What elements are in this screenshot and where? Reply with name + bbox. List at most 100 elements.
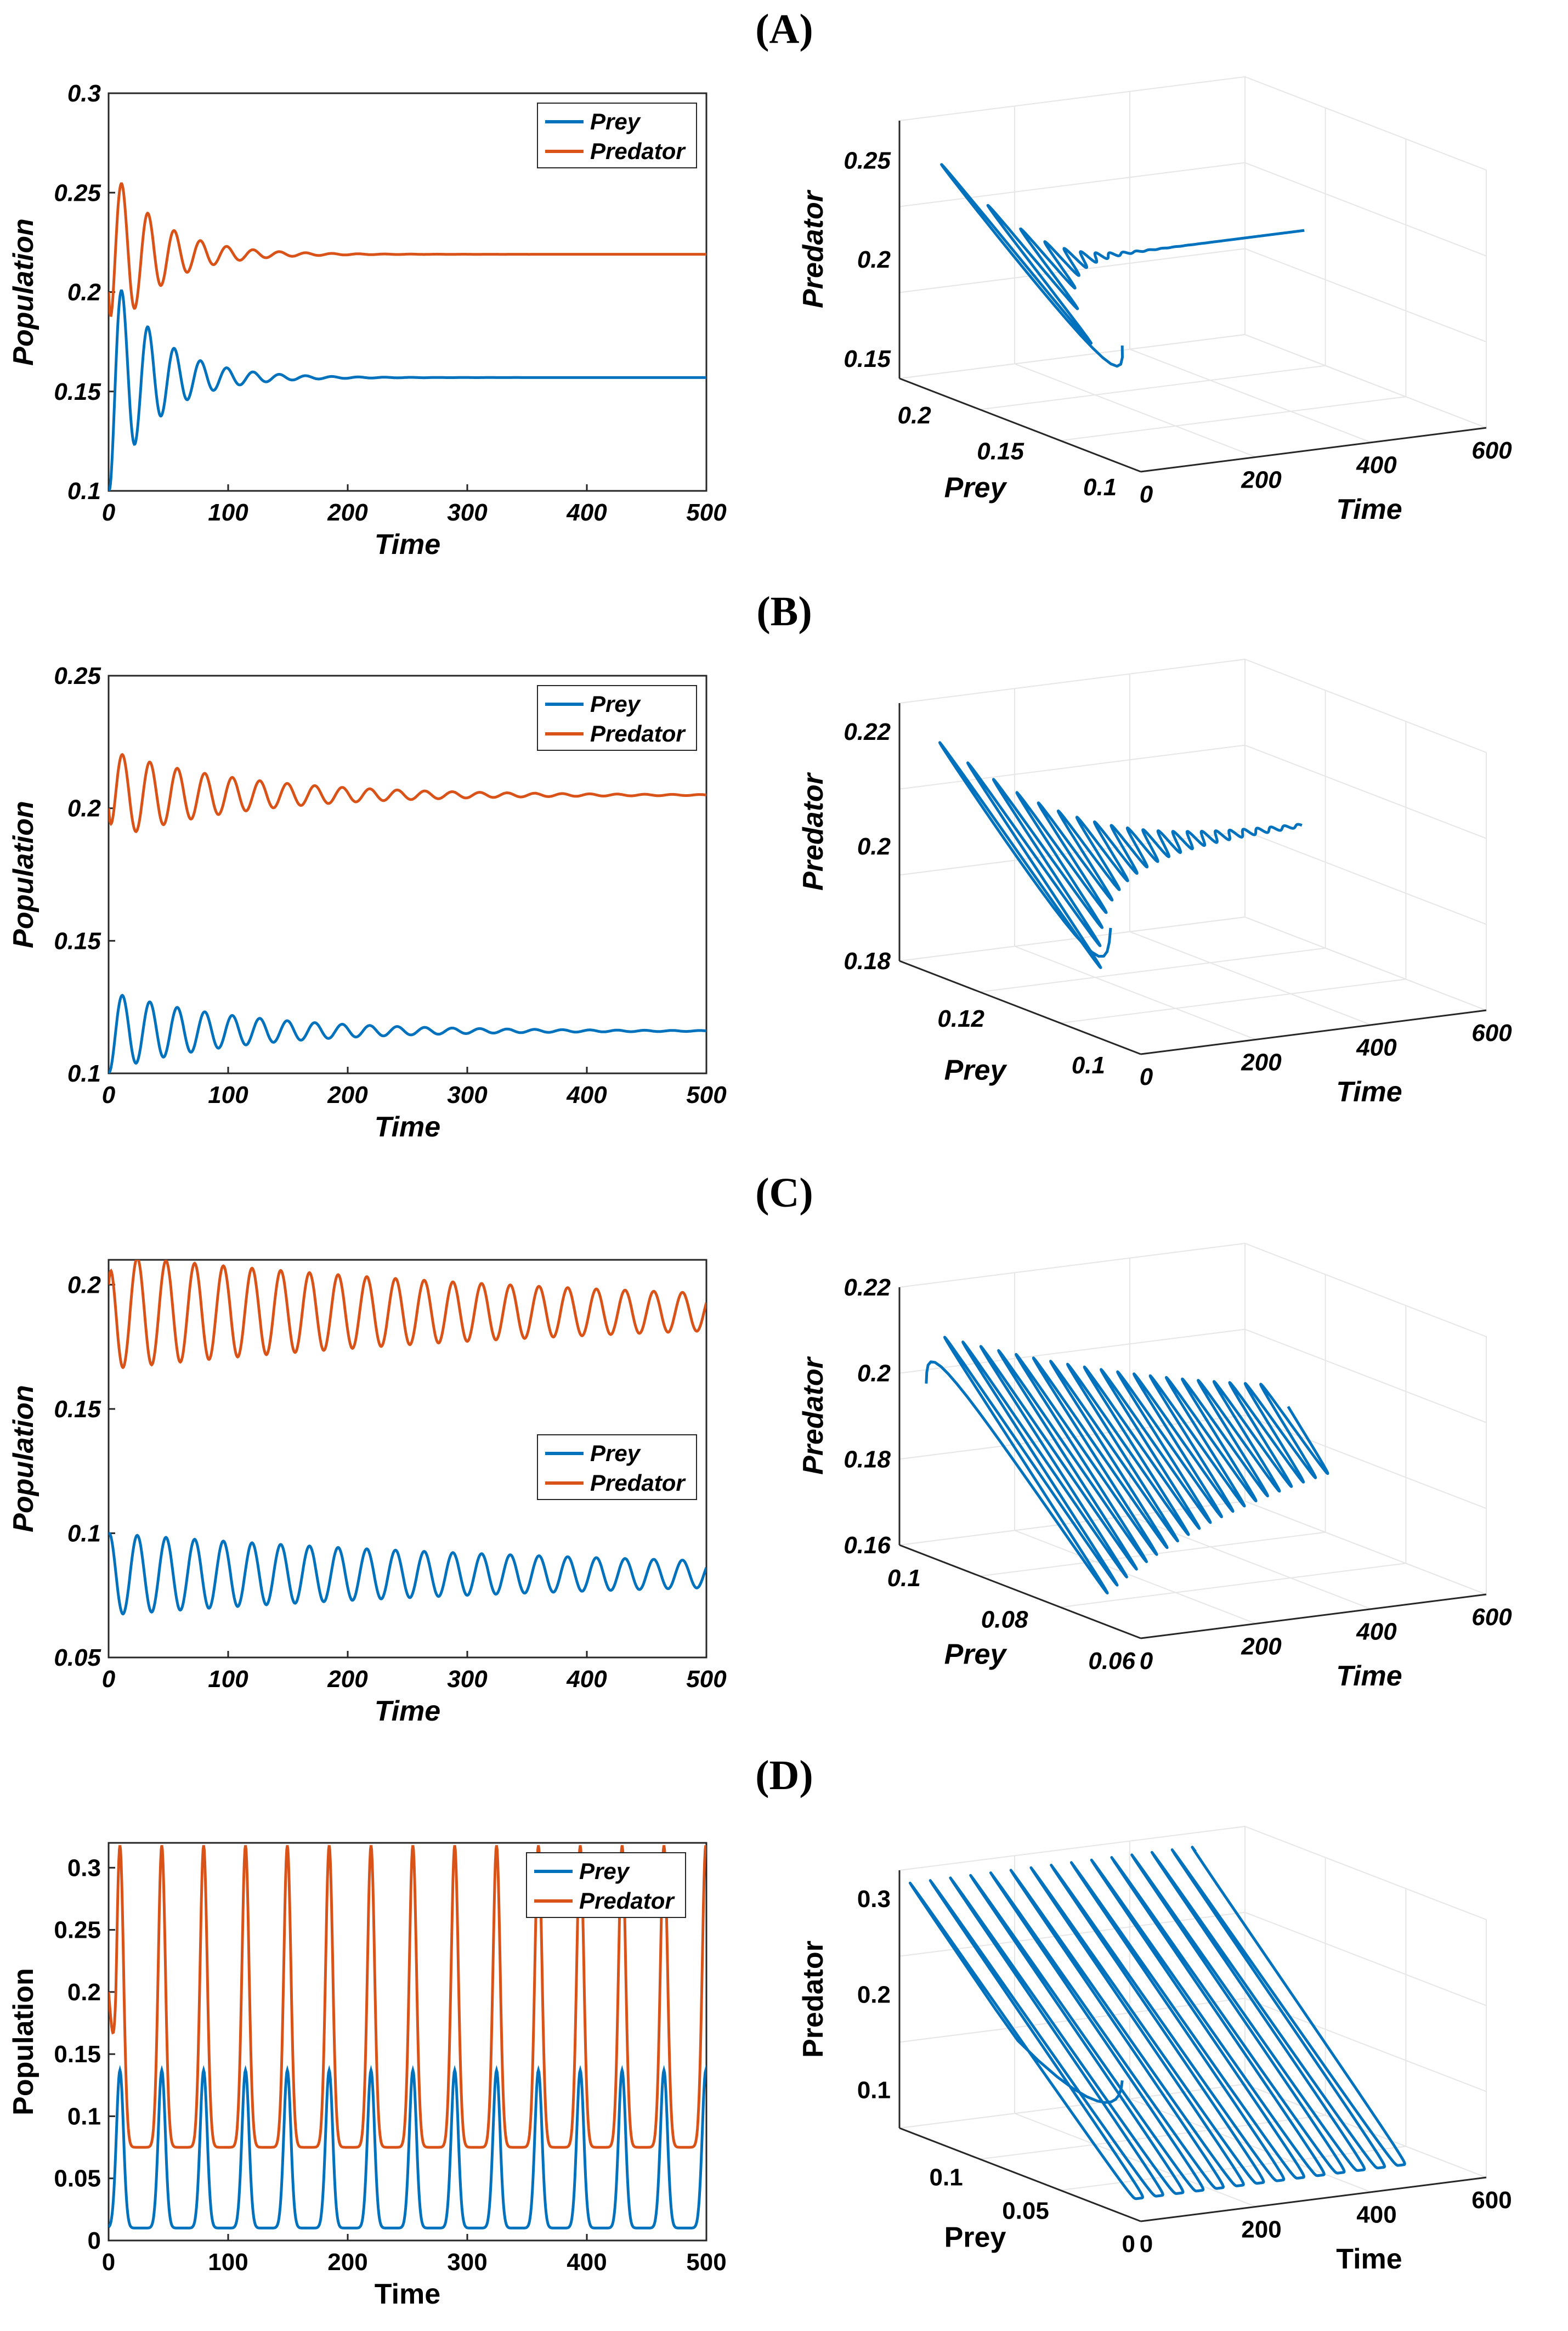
predator-tick-label: 0.1 bbox=[857, 2077, 891, 2103]
phase-plot-3d: 0 200 400 600 0 0.05 0.1 0.1 0.2 0.3 Time Prey Preda… bbox=[797, 1825, 1512, 2275]
prey-tick-label: 0.1 bbox=[1083, 474, 1117, 501]
grid-line bbox=[1244, 1911, 1487, 2006]
time-tick-label: 200 bbox=[1241, 1049, 1282, 1076]
time-tick-label: 400 bbox=[1356, 2202, 1396, 2228]
prey-axis-line bbox=[899, 377, 1141, 473]
y-tick-label: 0.3 bbox=[67, 1854, 101, 1881]
grid-line bbox=[1244, 1328, 1487, 1423]
x-tick-label: 500 bbox=[686, 1666, 727, 1693]
time-axis-line bbox=[1140, 427, 1487, 473]
predator-axis-label-3d: Predator bbox=[797, 1940, 829, 2058]
time-axis-label-3d: Time bbox=[1336, 2243, 1402, 2275]
predator-tick-label: 0.22 bbox=[844, 718, 891, 745]
prey-series-line bbox=[109, 2064, 706, 2230]
back-pane-prey-max bbox=[899, 76, 1246, 380]
predator-tick-label: 0.3 bbox=[857, 1886, 891, 1913]
y-axis-label: Population bbox=[8, 1385, 39, 1532]
time-tick-label: 600 bbox=[1471, 1604, 1512, 1631]
grid-line bbox=[1244, 162, 1487, 257]
x-tick-label: 0 bbox=[102, 2249, 115, 2276]
y-tick-label: 0.1 bbox=[67, 478, 101, 505]
prey-axis-line bbox=[899, 2127, 1141, 2222]
y-tick-label: 0.1 bbox=[67, 2103, 101, 2130]
predator-series-line bbox=[109, 753, 706, 834]
prey-tick-label: 0.15 bbox=[977, 438, 1024, 465]
grid-line bbox=[899, 1328, 1246, 1374]
y-tick-label: 0.25 bbox=[54, 179, 101, 206]
predator-tick-label: 0.2 bbox=[857, 246, 891, 273]
prey-axis-label-3d: Prey bbox=[944, 1639, 1008, 1671]
prey-tick-label: 0.08 bbox=[981, 1606, 1028, 1633]
y-tick-label: 0.25 bbox=[54, 663, 101, 689]
predator-series-line bbox=[109, 182, 706, 318]
prey-axis-label-3d: Prey bbox=[944, 472, 1008, 504]
x-tick-label: 300 bbox=[447, 1082, 488, 1108]
time-tick-label: 200 bbox=[1241, 466, 1282, 493]
x-axis-label: Time bbox=[375, 529, 440, 561]
grid-line bbox=[1014, 363, 1256, 458]
time-tick-label: 600 bbox=[1471, 1020, 1512, 1046]
y-tick-label: 0.05 bbox=[54, 1644, 101, 1671]
predator-tick-label: 0.2 bbox=[857, 1360, 891, 1387]
x-axis-label: Time bbox=[375, 1695, 440, 1727]
prey-tick-label: 0.1 bbox=[930, 2164, 963, 2191]
y-tick-label: 0.15 bbox=[54, 927, 101, 954]
phase-trajectory-line bbox=[925, 1336, 1329, 1595]
prey-tick-label: 0.06 bbox=[1088, 1648, 1135, 1674]
phase-plot-3d: 0 200 400 600 0.06 0.08 0.1 0.16 0.18 0.2 0.22 Time… bbox=[797, 1242, 1512, 1692]
back-pane-time-max bbox=[1244, 76, 1487, 429]
time-axis-label-3d: Time bbox=[1336, 494, 1402, 525]
legend-label: Predator bbox=[590, 138, 686, 164]
grid-line bbox=[980, 1531, 1326, 1577]
y-axis-label: Population bbox=[8, 1968, 39, 2115]
y-axis-label: Population bbox=[8, 218, 39, 366]
predator-tick-label: 0.22 bbox=[844, 1274, 891, 1301]
x-tick-label: 100 bbox=[208, 1666, 248, 1693]
prey-series-line bbox=[109, 1531, 706, 1616]
x-tick-label: 500 bbox=[686, 2249, 726, 2276]
legend-label: Prey bbox=[590, 691, 642, 717]
grid-line bbox=[980, 947, 1326, 993]
y-tick-label: 0.2 bbox=[67, 1271, 101, 1298]
grid-line bbox=[899, 744, 1246, 790]
x-tick-label: 400 bbox=[566, 1666, 607, 1693]
predator-series-line bbox=[109, 1845, 706, 2149]
predator-tick-label: 0.16 bbox=[844, 1532, 891, 1559]
grid-line bbox=[980, 2114, 1326, 2160]
prey-axis-line bbox=[899, 960, 1141, 1055]
prey-tick-label: 0.1 bbox=[1072, 1052, 1105, 1079]
x-axis-label: Time bbox=[375, 2278, 440, 2310]
phase-plot-3d: 0 200 400 600 0.1 0.15 0.2 0.15 0.2 0.25 Time Prey P… bbox=[797, 76, 1512, 525]
y-axis-label: Population bbox=[8, 801, 39, 948]
grid-line bbox=[1244, 1415, 1487, 1509]
time-tick-label: 600 bbox=[1471, 437, 1512, 464]
time-tick-label: 600 bbox=[1471, 2187, 1512, 2214]
predator-tick-label: 0.15 bbox=[844, 346, 891, 372]
x-tick-label: 200 bbox=[327, 499, 368, 526]
prey-tick-label: 0 bbox=[1122, 2231, 1135, 2258]
predator-axis-label-3d: Predator bbox=[797, 772, 829, 891]
x-tick-label: 500 bbox=[686, 1082, 727, 1108]
x-tick-label: 400 bbox=[566, 1082, 607, 1108]
x-tick-label: 300 bbox=[447, 2249, 487, 2276]
back-pane-time-max bbox=[1244, 658, 1487, 1011]
prey-axis-line bbox=[899, 1544, 1141, 1639]
panel-b: (B) 0 100 200 300 400 500 0.1 0.15 0.2 0.25 Time Pop… bbox=[8, 589, 1512, 1143]
time-tick-label: 200 bbox=[1241, 1633, 1282, 1660]
x-tick-label: 0 bbox=[102, 1082, 116, 1108]
phase-trajectory-line bbox=[938, 741, 1303, 969]
grid-line bbox=[1129, 1515, 1372, 1610]
y-tick-label: 0.2 bbox=[67, 795, 101, 822]
legend-label: Prey bbox=[590, 1440, 642, 1466]
grid-line bbox=[899, 830, 1246, 876]
prey-series-line bbox=[109, 289, 706, 491]
grid-line bbox=[899, 1911, 1246, 1957]
time-tick-label: 200 bbox=[1241, 2216, 1281, 2243]
y-tick-label: 0.15 bbox=[54, 2041, 101, 2068]
grid-line bbox=[1129, 348, 1372, 443]
grid-line bbox=[1244, 248, 1487, 343]
grid-line bbox=[1060, 396, 1406, 442]
panel-label: (B) bbox=[756, 589, 812, 635]
y-tick-label: 0.25 bbox=[54, 1917, 101, 1944]
floor-pane bbox=[899, 916, 1487, 1055]
